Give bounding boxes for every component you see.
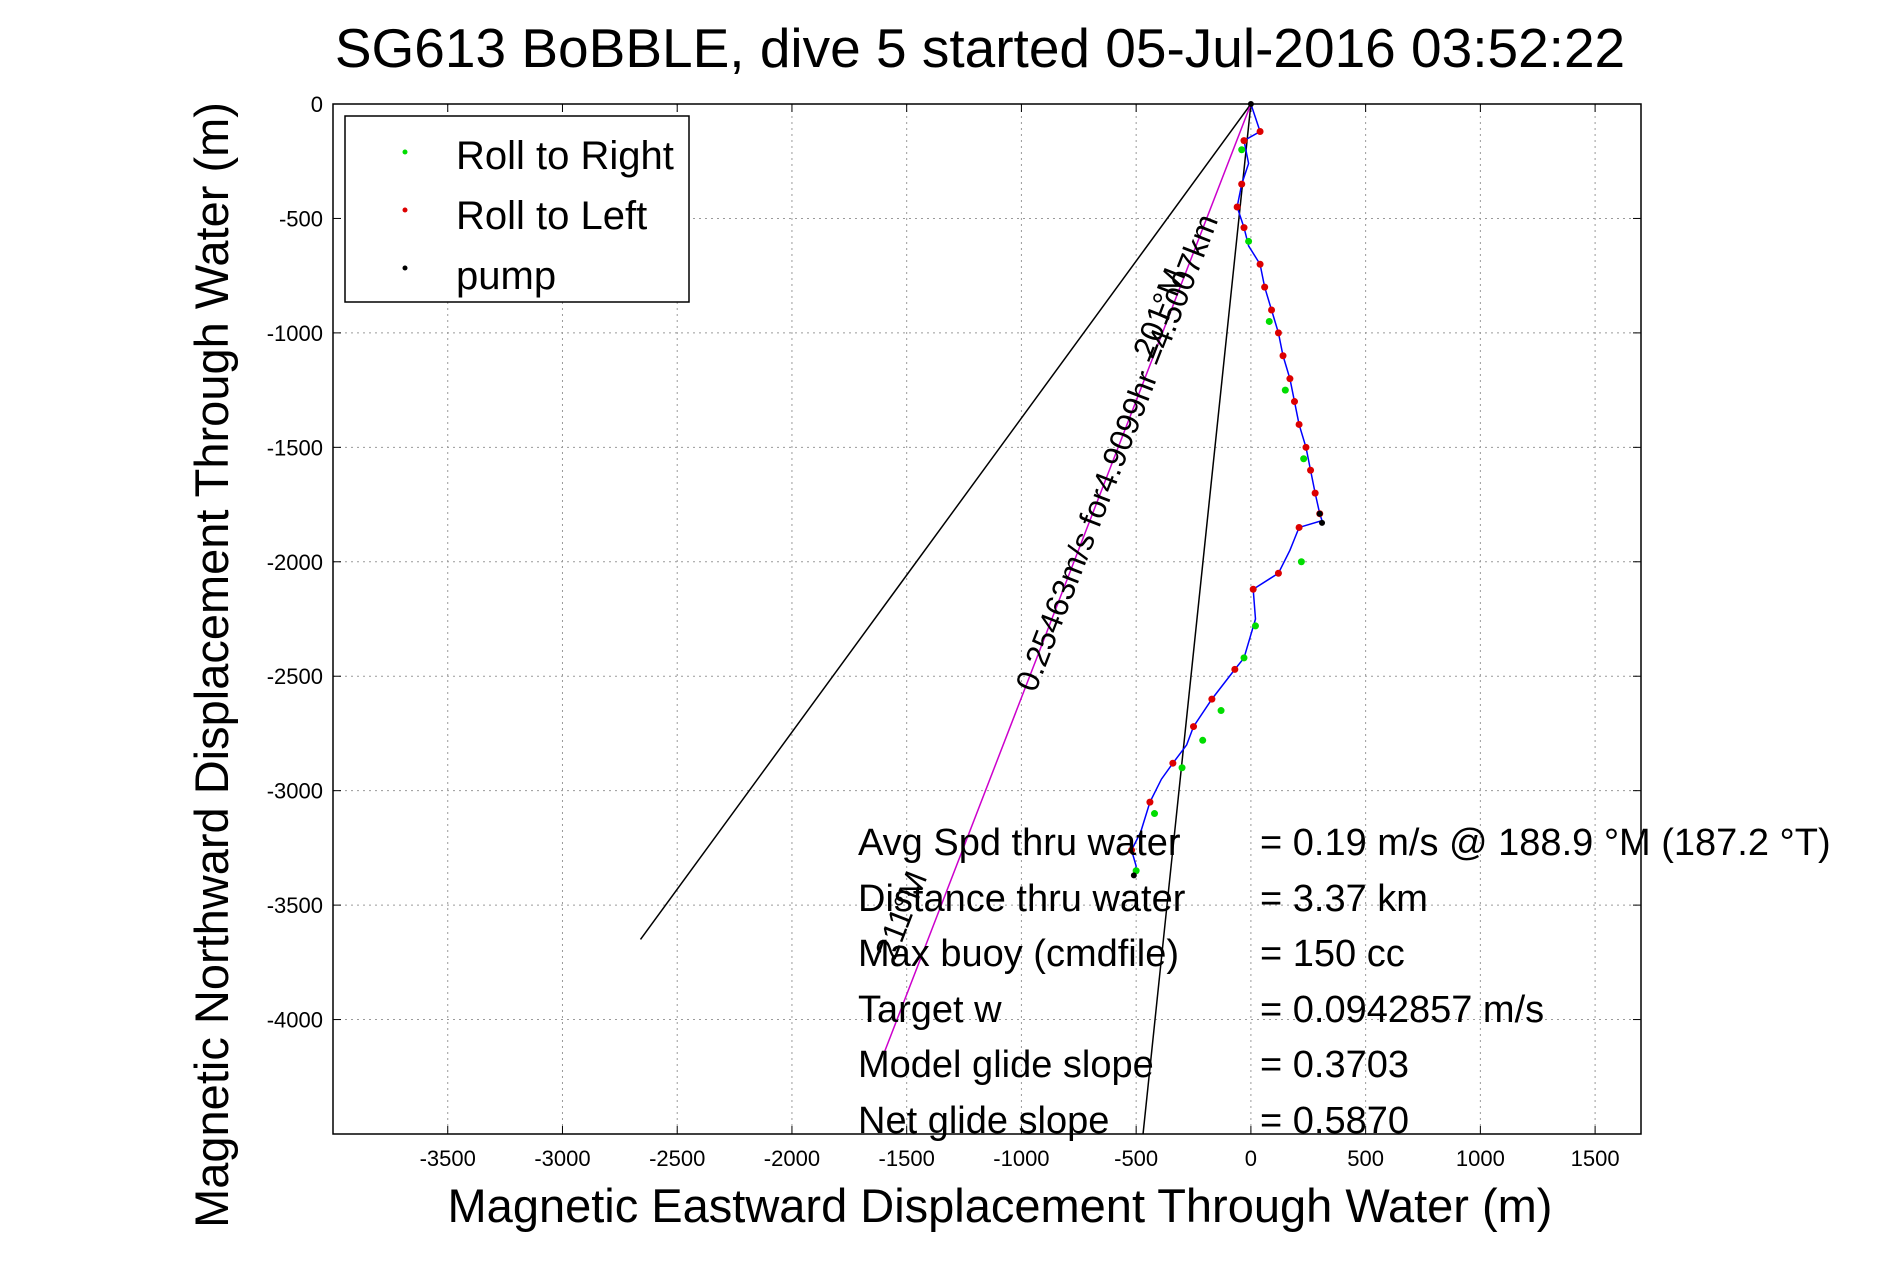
reference-line xyxy=(883,103,1252,1055)
pump-marker xyxy=(1316,510,1323,517)
x-tick-label: -500 xyxy=(1114,1146,1158,1171)
plot-frame xyxy=(332,103,1642,1135)
y-tick-label: -1000 xyxy=(267,321,323,346)
stat-label: Avg Spd thru water xyxy=(858,822,1181,864)
x-tick-label: -3500 xyxy=(420,1146,476,1171)
roll-left-marker xyxy=(1274,569,1282,577)
stat-label: Distance thru water xyxy=(858,878,1186,920)
x-tick-label: -1000 xyxy=(993,1146,1049,1171)
stat-label: Target w xyxy=(858,989,1002,1031)
roll-right-marker xyxy=(1178,764,1186,772)
reference-line xyxy=(639,103,1252,940)
y-tick-label: -1500 xyxy=(267,435,323,460)
track-line xyxy=(1130,103,1323,876)
roll-left-marker xyxy=(1240,224,1248,232)
y-tick-label: -500 xyxy=(279,206,323,231)
roll-left-marker xyxy=(1261,283,1269,291)
roll-left-marker xyxy=(1290,398,1298,406)
roll-left-marker xyxy=(1256,127,1264,135)
roll-left-marker xyxy=(1233,203,1241,211)
reference-line xyxy=(1142,103,1252,1135)
roll-left-marker xyxy=(1268,306,1276,314)
roll-right-marker xyxy=(1300,455,1308,463)
stat-label: Model glide slope xyxy=(858,1044,1154,1086)
roll-left-marker xyxy=(1208,695,1216,703)
roll-left-marker xyxy=(1190,723,1198,731)
roll-right-marker xyxy=(1199,736,1207,744)
pump-marker xyxy=(1130,872,1137,879)
reference-lines xyxy=(639,103,1252,1135)
roll-left-marker xyxy=(1240,137,1248,145)
stat-value: = 0.3703 xyxy=(1260,1044,1409,1086)
y-tick-label: -3000 xyxy=(267,779,323,804)
stat-value: = 0.0942857 m/s xyxy=(1260,989,1544,1031)
roll-right-marker xyxy=(1151,810,1159,818)
roll-left-marker xyxy=(1307,466,1315,474)
y-tick-label: -3500 xyxy=(267,893,323,918)
x-tick-label: 500 xyxy=(1347,1146,1384,1171)
legend: Roll to Right Roll to Left pump xyxy=(344,115,690,303)
roll-right-marker xyxy=(1240,654,1248,662)
stat-value: = 3.37 km xyxy=(1260,878,1428,920)
roll-right-marker xyxy=(1245,237,1253,245)
legend-marker-roll-right xyxy=(402,149,408,155)
roll-left-marker xyxy=(1128,846,1136,854)
y-axis-label: Magnetic Northward Displacement Through … xyxy=(185,102,238,1228)
legend-marker-pump xyxy=(402,265,408,271)
x-tick-label: -2000 xyxy=(764,1146,820,1171)
x-tick-label: -3000 xyxy=(534,1146,590,1171)
y-tick-label: 0 xyxy=(311,92,323,117)
roll-right-marker xyxy=(1251,622,1259,630)
stat-label: Max buoy (cmdfile) xyxy=(858,933,1179,975)
legend-label-roll-right: Roll to Right xyxy=(456,134,674,178)
stat-value: = 150 cc xyxy=(1260,933,1405,975)
y-tick-label: -4000 xyxy=(267,1008,323,1033)
x-tick-label: 0 xyxy=(1245,1146,1257,1171)
pump-marker xyxy=(1319,519,1326,526)
roll-left-marker xyxy=(1279,352,1287,360)
track xyxy=(1130,103,1323,876)
y-tick-label: -2000 xyxy=(267,550,323,575)
legend-box xyxy=(344,115,690,303)
roll-left-marker xyxy=(1169,759,1177,767)
stats-block: Avg Spd thru water = 0.19 m/s @ 188.9 °M… xyxy=(858,822,1831,1142)
x-tick-label: 1000 xyxy=(1456,1146,1505,1171)
roll-left-marker xyxy=(1295,523,1303,531)
x-tick-label: -1500 xyxy=(879,1146,935,1171)
pump-marker xyxy=(1247,101,1254,107)
roll-right-marker xyxy=(1238,146,1246,154)
legend-marker-roll-left xyxy=(402,207,408,213)
roll-left-marker xyxy=(1295,420,1303,428)
y-tick-label: -2500 xyxy=(267,664,323,689)
stat-value: = 0.19 m/s @ 188.9 °M (187.2 °T) xyxy=(1260,822,1831,864)
speed-line-label: 0.25463m/s for4.9099hr =4.5007km xyxy=(1008,209,1225,696)
roll-left-marker xyxy=(1238,180,1246,188)
roll-left-marker xyxy=(1286,375,1294,383)
roll-left-marker xyxy=(1231,665,1239,673)
stat-label: Net glide slope xyxy=(858,1100,1109,1142)
roll-right-marker xyxy=(1265,317,1273,325)
tick-labels: -3500 -3000 -2500 -2000 -1500 -1000 -500 0 500 10… xyxy=(267,92,1641,1171)
roll-left-marker xyxy=(1146,798,1154,806)
roll-right-marker xyxy=(1281,386,1289,394)
roll-left-marker xyxy=(1302,443,1310,451)
roll-left-marker xyxy=(1274,329,1282,337)
legend-label-roll-left: Roll to Left xyxy=(456,194,647,238)
chart-title: SG613 BoBBLE, dive 5 started 05-Jul-2016… xyxy=(335,17,1625,79)
x-tick-label: 1500 xyxy=(1571,1146,1620,1171)
x-axis-label: Magnetic Eastward Displacement Through W… xyxy=(448,1179,1553,1232)
roll-right-marker xyxy=(1297,558,1305,566)
roll-right-marker xyxy=(1217,707,1225,715)
x-tick-label: -2500 xyxy=(649,1146,705,1171)
roll-left-marker xyxy=(1311,489,1319,497)
markers xyxy=(1128,101,1326,879)
roll-left-marker xyxy=(1256,260,1264,268)
roll-left-marker xyxy=(1249,585,1257,593)
stat-value: = 0.5870 xyxy=(1260,1100,1409,1142)
legend-label-pump: pump xyxy=(456,254,556,298)
